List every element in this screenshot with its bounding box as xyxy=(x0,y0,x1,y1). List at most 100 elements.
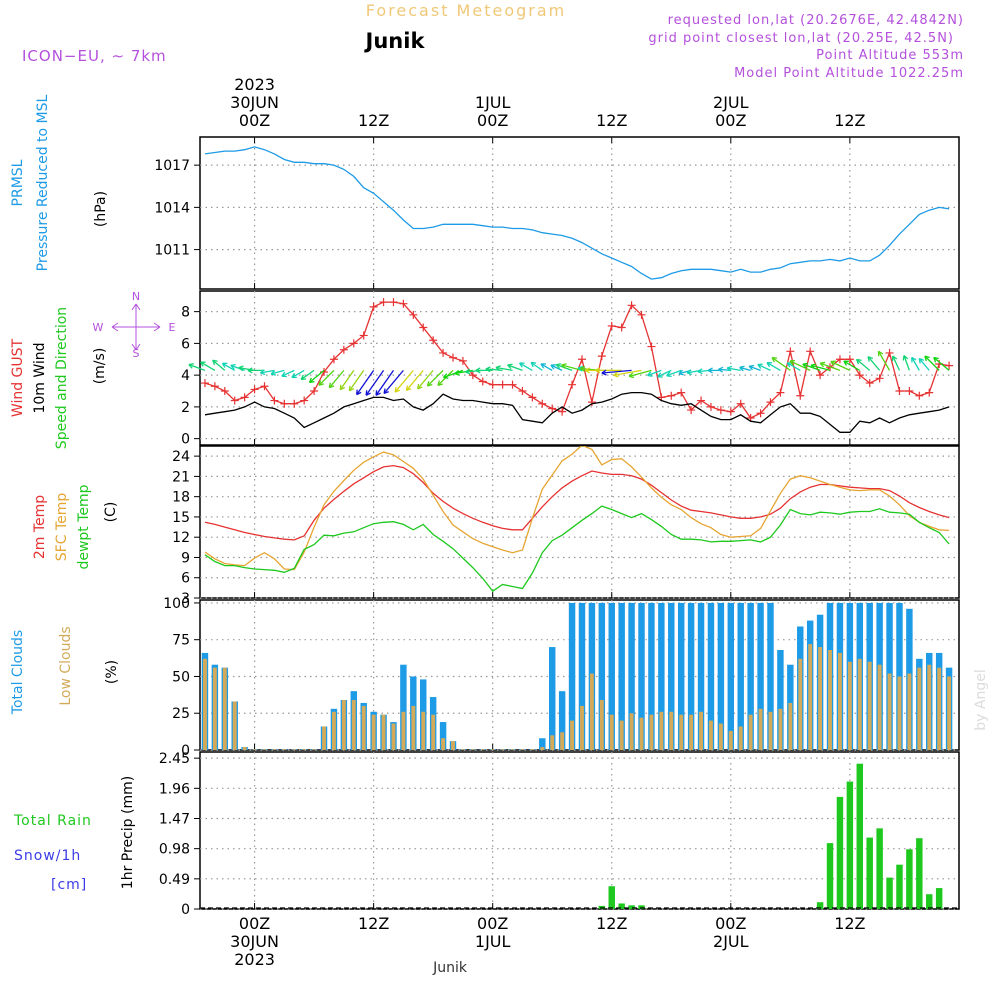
gust-marker xyxy=(349,339,358,348)
gust-marker xyxy=(488,380,497,389)
low-clouds-bar xyxy=(828,650,832,750)
rain-bar xyxy=(618,903,625,909)
panel-temperature: 3 6 9 12 15 18 21 24 2m Temp SFC Temp dewpt Temp (C… xyxy=(32,445,960,607)
wind-arrow-head xyxy=(383,388,389,395)
temperature-ytick-label: 9 xyxy=(181,550,190,566)
temperature-ytick-label: 24 xyxy=(172,449,190,465)
gust-marker xyxy=(855,371,864,380)
bottom-time-label: 30JUN xyxy=(230,932,279,951)
wind-arrow-head xyxy=(933,356,939,363)
clouds-ytick-label: 100 xyxy=(163,596,190,612)
wind-arrow-head xyxy=(417,383,423,390)
wind-arrow-head xyxy=(328,382,335,389)
low-clouds-bar xyxy=(312,749,317,750)
top-time-label: 1JUL xyxy=(475,93,511,112)
gust-marker xyxy=(270,396,279,405)
wind-arrow xyxy=(771,357,791,371)
gust-marker xyxy=(667,391,676,400)
wind-arrow xyxy=(375,370,395,396)
total-clouds-bar xyxy=(737,602,744,750)
gust-marker xyxy=(627,301,636,310)
wind-arrow xyxy=(647,369,662,377)
gust-marker xyxy=(240,393,249,402)
clouds-ytick-label: 0 xyxy=(181,743,190,759)
total-clouds-bar xyxy=(400,664,407,750)
temperature-ytick-label: 12 xyxy=(172,530,190,546)
gust-marker xyxy=(607,321,616,330)
precip-ytick-label: 0 xyxy=(181,902,190,918)
gust-marker xyxy=(905,387,914,396)
gust-marker xyxy=(300,396,309,405)
low-clouds-bar xyxy=(282,749,287,750)
gust-marker xyxy=(637,310,646,319)
temp-ylabel: SFC Temp xyxy=(54,493,70,562)
pressure-ylabel: Pressure Reduced to MSL xyxy=(35,94,51,271)
wind-arrow-head xyxy=(830,360,836,366)
wind-arrow-head xyxy=(550,364,556,370)
gust-marker xyxy=(617,323,626,332)
wind-arrow xyxy=(405,369,424,391)
total-clouds-bar xyxy=(439,722,447,750)
low-clouds-bar xyxy=(599,700,604,750)
wind-ylabel: Wind GUST xyxy=(10,338,26,417)
wind-arrow xyxy=(561,364,583,372)
gust-marker xyxy=(290,399,299,408)
clouds-ylabel: Low Clouds xyxy=(58,626,74,705)
wind-arrow-head xyxy=(270,370,277,376)
top-time-label: 00Z xyxy=(715,111,746,130)
chart-title: Forecast Meteogram xyxy=(366,1,566,20)
gust-marker xyxy=(518,387,527,396)
low-clouds-bar xyxy=(560,732,565,750)
low-clouds-bar xyxy=(818,647,823,750)
wind-arrow xyxy=(188,363,206,371)
low-clouds-bar xyxy=(431,714,436,750)
wind-arrow-head xyxy=(843,360,849,366)
wind-arrow xyxy=(830,360,851,371)
wind-arrow xyxy=(628,369,652,377)
gust-marker xyxy=(419,323,428,332)
low-clouds-bar xyxy=(609,714,614,750)
rain-bar xyxy=(826,843,834,909)
compass-n: N xyxy=(132,290,140,303)
gust-marker xyxy=(429,336,438,345)
compass-s: S xyxy=(133,347,140,360)
gust-marker xyxy=(498,380,507,389)
wind-arrow-head xyxy=(707,367,713,374)
gust-marker xyxy=(329,355,338,364)
total-clouds-bar xyxy=(747,602,754,750)
wind-arrow-head xyxy=(212,359,218,366)
wind-arrow-head xyxy=(666,371,672,378)
gust-marker xyxy=(409,310,418,319)
gust-marker xyxy=(399,299,408,308)
wind-arrow-head xyxy=(577,365,584,372)
wind-arrow xyxy=(270,369,285,375)
low-clouds-bar xyxy=(361,705,366,750)
wind-arrow xyxy=(383,369,404,394)
point-altitude: Point Altitude 553m xyxy=(816,48,964,63)
low-clouds-bar xyxy=(550,735,555,750)
wind-arrow-head xyxy=(540,363,547,369)
total-clouds-bar xyxy=(648,602,655,750)
wind-arrow-head xyxy=(657,372,663,378)
gust-marker xyxy=(706,402,715,411)
low-clouds-bar xyxy=(847,661,852,750)
wind-arrow-head xyxy=(748,364,755,371)
low-clouds-bar xyxy=(570,720,574,750)
gust-marker xyxy=(210,382,219,391)
low-clouds-bar xyxy=(709,720,713,750)
top-time-label: 12Z xyxy=(834,111,865,130)
low-clouds-bar xyxy=(907,673,912,750)
gust-marker xyxy=(806,347,815,356)
wind-arrow-head xyxy=(697,368,703,375)
low-clouds-bar xyxy=(490,749,495,750)
low-clouds-bar xyxy=(669,711,674,750)
wind-arrow xyxy=(519,362,533,371)
gust-marker xyxy=(786,347,795,356)
wind-arrow xyxy=(550,364,563,371)
wind-arrow xyxy=(530,361,543,371)
total-clouds-bar xyxy=(598,602,606,750)
low-clouds-bar xyxy=(778,708,783,750)
wind-arrow-head xyxy=(188,363,194,369)
wind-arrow-head xyxy=(646,371,653,377)
